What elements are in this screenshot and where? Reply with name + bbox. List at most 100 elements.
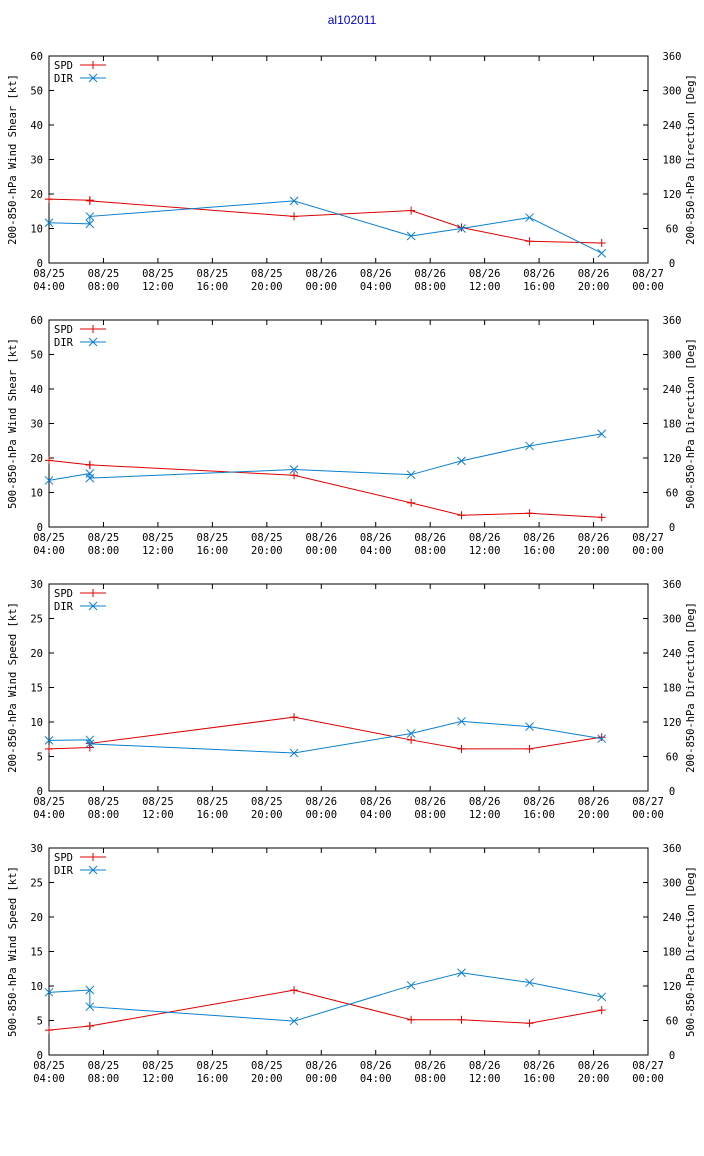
spd-point — [290, 471, 299, 480]
spd-point — [597, 238, 606, 247]
spd-point — [457, 744, 466, 753]
dir-point — [406, 470, 416, 480]
x-tick-time: 04:00 — [33, 281, 65, 293]
x-tick-time: 16:00 — [523, 545, 555, 557]
y-tick-label: 50 — [30, 86, 43, 98]
dir-series-line — [48, 200, 602, 254]
y2-tick-label: 240 — [663, 912, 682, 924]
spd-point — [290, 986, 299, 995]
x-tick-time: 20:00 — [251, 1073, 283, 1085]
y-axis-label: 500-850-hPa Wind Speed [kt] — [7, 866, 19, 1037]
chart-panel-3: 05101520253006012018024030036008/2504:00… — [7, 579, 697, 821]
dir-point — [406, 231, 416, 241]
x-tick-time: 20:00 — [578, 809, 610, 821]
dir-series-line — [48, 433, 602, 481]
dir-point — [85, 212, 95, 221]
x-tick-date: 08/26 — [578, 532, 610, 544]
y-tick-label: 5 — [37, 752, 43, 764]
dir-point — [85, 219, 95, 229]
x-tick-date: 08/25 — [251, 1060, 283, 1072]
spd-legend-label: SPD — [54, 324, 73, 336]
x-tick-date: 08/26 — [469, 532, 501, 544]
y-tick-label: 10 — [30, 224, 43, 236]
x-tick-time: 20:00 — [578, 1073, 610, 1085]
x-tick-date: 08/26 — [414, 268, 446, 280]
chart-panel-2: 010203040506006012018024030036008/2504:0… — [7, 315, 697, 557]
spd-point — [525, 1019, 534, 1028]
x-tick-date: 08/26 — [305, 532, 337, 544]
spd-point — [525, 744, 534, 753]
x-tick-date: 08/25 — [251, 268, 283, 280]
x-tick-date: 08/26 — [414, 796, 446, 808]
x-tick-date: 08/25 — [251, 532, 283, 544]
dir-point — [85, 473, 95, 483]
chart-panel-4: 05101520253006012018024030036008/2504:00… — [7, 843, 697, 1085]
x-tick-date: 08/25 — [33, 796, 65, 808]
y2-tick-label: 360 — [663, 843, 682, 855]
dir-legend-stroke-1 — [88, 601, 98, 611]
dir-point — [525, 978, 534, 987]
x-tick-time: 12:00 — [142, 281, 174, 293]
x-tick-time: 00:00 — [305, 1073, 337, 1085]
x-tick-time: 16:00 — [523, 281, 555, 293]
y-tick-label: 10 — [30, 488, 43, 500]
y-tick-label: 30 — [30, 843, 43, 855]
x-tick-time: 12:00 — [142, 1073, 174, 1085]
y-tick-label: 20 — [30, 648, 43, 660]
spd-point — [407, 1015, 416, 1024]
dir-point-2-stroke-1 — [85, 212, 95, 221]
dir-point-6-stroke-1 — [525, 722, 534, 731]
x-tick-date: 08/25 — [197, 1060, 229, 1072]
dir-point-3-stroke-1 — [289, 196, 299, 206]
dir-point — [85, 469, 95, 478]
x-tick-date: 08/25 — [197, 532, 229, 544]
dir-point-4-stroke-1 — [406, 231, 416, 241]
y-tick-label: 30 — [30, 155, 43, 167]
dir-point-6-stroke-1 — [525, 978, 534, 987]
y-tick-label: 25 — [30, 614, 43, 626]
x-tick-time: 20:00 — [251, 809, 283, 821]
x-tick-date: 08/26 — [578, 268, 610, 280]
dir-point — [525, 213, 534, 222]
y2-tick-label: 180 — [663, 947, 682, 959]
x-tick-date: 08/26 — [523, 1060, 555, 1072]
x-tick-date: 08/25 — [88, 796, 120, 808]
dir-point — [457, 717, 466, 726]
dir-point-4-stroke-1 — [406, 729, 416, 738]
x-tick-time: 04:00 — [360, 281, 392, 293]
y-tick-label: 60 — [30, 51, 43, 63]
y2-tick-label: 180 — [663, 683, 682, 695]
x-tick-date: 08/27 — [632, 532, 664, 544]
plot-frame — [48, 583, 649, 792]
y2-tick-label: 0 — [669, 786, 675, 798]
x-tick-date: 08/25 — [33, 268, 65, 280]
y-axis-label: 200-850-hPa Wind Speed [kt] — [7, 602, 19, 773]
spd-point — [45, 1026, 53, 1035]
y2-tick-label: 0 — [669, 1050, 675, 1062]
x-tick-time: 12:00 — [142, 545, 174, 557]
dir-point-4-stroke-1 — [406, 470, 416, 480]
x-tick-time: 20:00 — [251, 281, 283, 293]
x-tick-date: 08/25 — [88, 1060, 120, 1072]
y-tick-label: 10 — [30, 717, 43, 729]
dir-point — [44, 218, 54, 228]
spd-point — [290, 713, 299, 722]
y2-tick-label: 360 — [663, 51, 682, 63]
dir-point — [289, 1016, 299, 1026]
x-tick-time: 04:00 — [33, 545, 65, 557]
dir-point — [457, 456, 466, 466]
y-tick-label: 0 — [37, 786, 43, 798]
dir-series-line — [48, 720, 602, 754]
y2-tick-label: 240 — [663, 120, 682, 132]
dir-point-2-stroke-1 — [85, 1002, 95, 1012]
y-tick-label: 20 — [30, 189, 43, 201]
x-tick-date: 08/26 — [523, 268, 555, 280]
x-tick-time: 00:00 — [632, 545, 664, 557]
y2-tick-label: 120 — [663, 189, 682, 201]
dir-point-2-stroke-1 — [85, 739, 95, 749]
dir-point-3-stroke-1 — [289, 465, 299, 474]
x-tick-date: 08/26 — [305, 1060, 337, 1072]
y2-tick-label: 180 — [663, 155, 682, 167]
spd-point — [597, 513, 606, 522]
y2-tick-label: 360 — [663, 579, 682, 591]
